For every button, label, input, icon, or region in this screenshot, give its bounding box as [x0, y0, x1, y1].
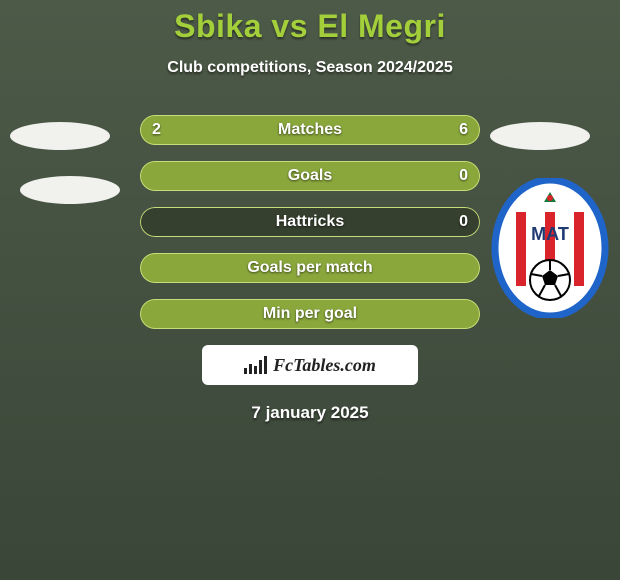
fctables-label: FcTables.com: [273, 355, 376, 376]
stat-label: Hattricks: [140, 207, 480, 237]
stat-fill-left: [140, 253, 480, 283]
stat-value-left: 2: [140, 115, 173, 145]
stat-fill-left: [140, 161, 480, 191]
stat-row: 0Goals: [140, 161, 480, 191]
stat-value-right: 6: [447, 115, 480, 145]
stat-row: Min per goal: [140, 299, 480, 329]
fctables-badge: FcTables.com: [202, 345, 418, 385]
stat-fill-left: [140, 299, 480, 329]
bar-chart-icon: [244, 356, 267, 374]
player-right-placeholder: [490, 122, 590, 150]
player-left-placeholder-1: [10, 122, 110, 150]
date-label: 7 january 2025: [0, 403, 620, 423]
stat-fill-right: [225, 115, 480, 145]
stat-row: 26Matches: [140, 115, 480, 145]
stat-row: Goals per match: [140, 253, 480, 283]
stat-row: 0Hattricks: [140, 207, 480, 237]
club-badge: MAT: [490, 178, 610, 318]
page-title: Sbika vs El Megri: [0, 0, 620, 45]
svg-text:MAT: MAT: [531, 224, 569, 244]
stat-value-right: 0: [447, 161, 480, 191]
stat-border: [140, 207, 480, 237]
subtitle: Club competitions, Season 2024/2025: [0, 59, 620, 77]
player-left-placeholder-2: [20, 176, 120, 204]
stat-value-right: 0: [447, 207, 480, 237]
